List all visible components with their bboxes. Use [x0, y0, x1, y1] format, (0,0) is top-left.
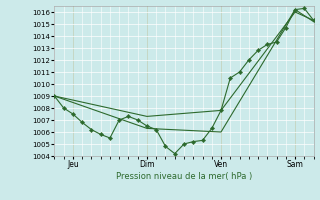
X-axis label: Pression niveau de la mer( hPa ): Pression niveau de la mer( hPa )	[116, 172, 252, 181]
